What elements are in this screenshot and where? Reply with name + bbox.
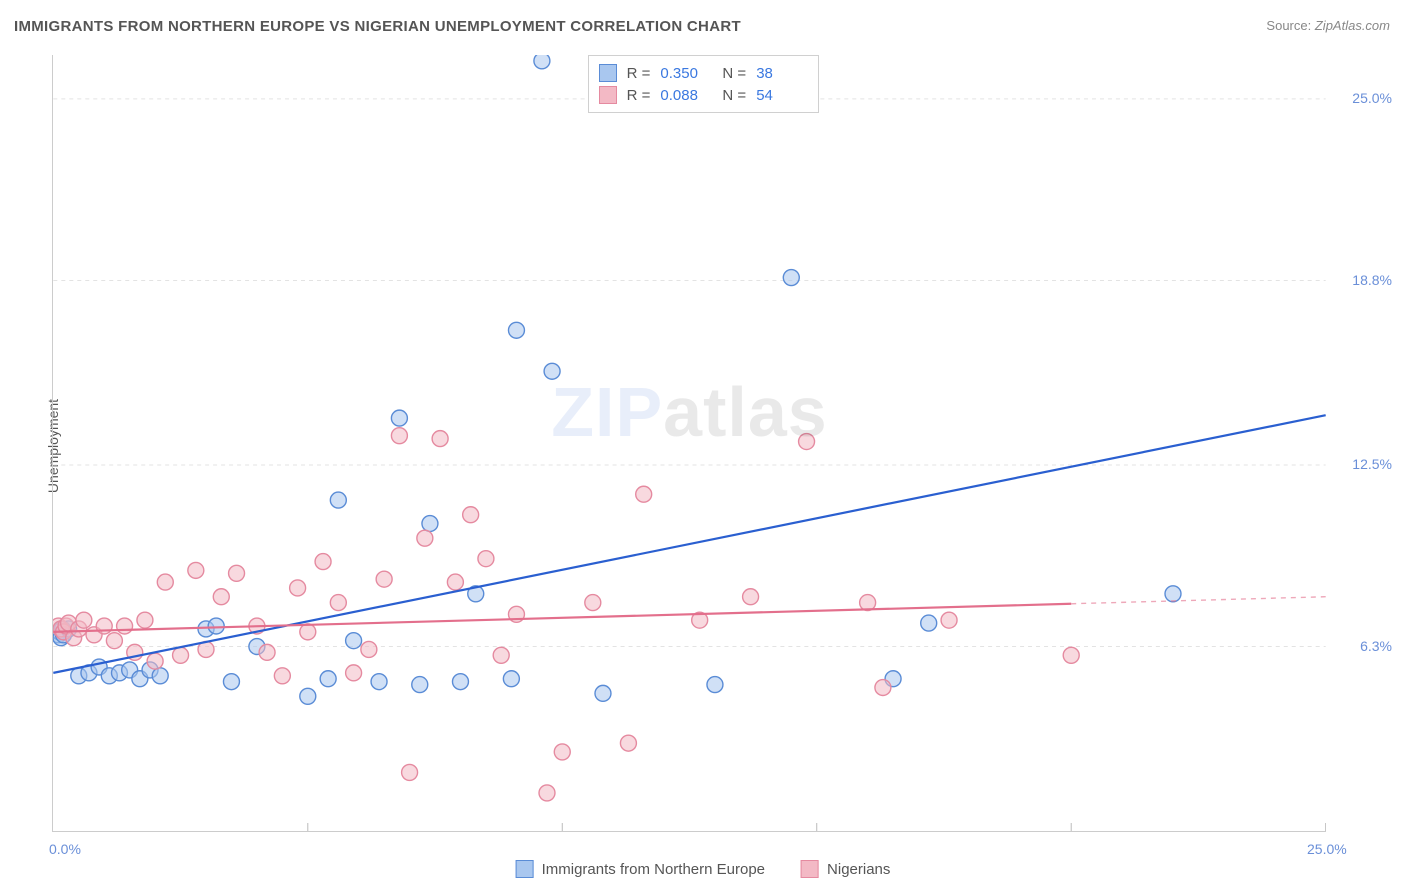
source-attribution: Source: ZipAtlas.com — [1266, 18, 1390, 33]
legend-item-series1: Immigrants from Northern Europe — [516, 860, 765, 878]
r-value-series1: 0.350 — [660, 65, 712, 82]
stats-row-series1: R = 0.350 N = 38 — [599, 62, 809, 84]
y-tick-label: 6.3% — [1360, 638, 1392, 654]
n-label: N = — [722, 87, 746, 104]
y-tick-label: 25.0% — [1352, 90, 1392, 106]
scatter-svg — [53, 55, 1326, 831]
source-site: ZipAtlas.com — [1315, 18, 1390, 33]
n-value-series2: 54 — [756, 87, 808, 104]
y-tick-label: 18.8% — [1352, 272, 1392, 288]
stats-row-series2: R = 0.088 N = 54 — [599, 84, 809, 106]
stats-legend: R = 0.350 N = 38 R = 0.088 N = 54 — [588, 55, 820, 113]
swatch-series1 — [516, 860, 534, 878]
n-value-series1: 38 — [756, 65, 808, 82]
bottom-legend: Immigrants from Northern Europe Nigerian… — [516, 860, 891, 878]
y-tick-label: 12.5% — [1352, 456, 1392, 472]
plot-area: ZIPatlas R = 0.350 N = 38 R = 0.088 N = … — [52, 55, 1326, 832]
x-tick-label: 25.0% — [1307, 841, 1347, 857]
legend-label-series2: Nigerians — [827, 861, 890, 878]
r-label: R = — [627, 65, 651, 82]
n-label: N = — [722, 65, 746, 82]
r-label: R = — [627, 87, 651, 104]
x-tick-label: 0.0% — [49, 841, 81, 857]
chart-title: IMMIGRANTS FROM NORTHERN EUROPE VS NIGER… — [14, 18, 741, 35]
swatch-series1 — [599, 64, 617, 82]
legend-item-series2: Nigerians — [801, 860, 890, 878]
swatch-series2 — [801, 860, 819, 878]
swatch-series2 — [599, 86, 617, 104]
r-value-series2: 0.088 — [660, 87, 712, 104]
legend-label-series1: Immigrants from Northern Europe — [542, 861, 765, 878]
source-prefix: Source: — [1266, 18, 1311, 33]
